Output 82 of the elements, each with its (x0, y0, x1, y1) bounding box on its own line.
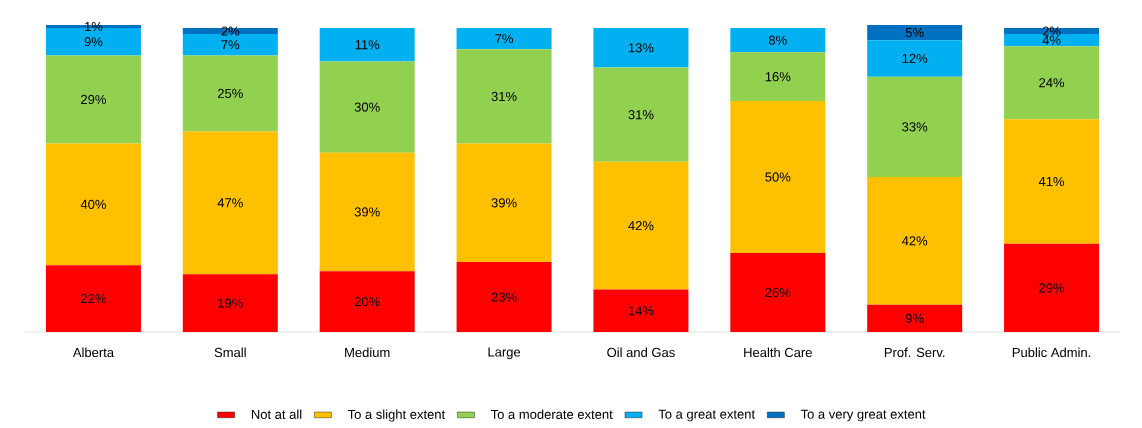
data-label: 47% (217, 198, 243, 208)
data-label: 39% (491, 198, 517, 208)
data-label: 9% (905, 313, 924, 323)
bar (730, 100, 826, 253)
legend-label: To a great extent (658, 409, 755, 422)
data-label: 16% (765, 72, 791, 82)
bar (45, 55, 141, 144)
data-label: 25% (217, 88, 243, 98)
data-label: 8% (768, 35, 787, 45)
bar (730, 52, 826, 101)
data-label: 29% (1039, 283, 1065, 293)
data-label: 7% (221, 40, 240, 50)
legend-label: Not at all (251, 409, 302, 419)
bar (867, 40, 963, 77)
bar (456, 28, 552, 50)
bar (182, 34, 278, 56)
bar (867, 25, 963, 41)
bar (182, 55, 278, 132)
data-label: 4% (1042, 35, 1061, 45)
data-label: 5% (905, 28, 924, 38)
bar (593, 28, 689, 68)
bar (182, 274, 278, 332)
data-label: 2% (1042, 26, 1061, 36)
data-label: 20% (354, 297, 380, 307)
bar (1004, 34, 1100, 47)
bar (182, 28, 278, 35)
bar (593, 161, 689, 290)
bar (1004, 28, 1100, 35)
data-label: 33% (902, 122, 928, 132)
x-tick-label: Oil and Gas (607, 347, 675, 358)
bar (1004, 46, 1100, 120)
x-tick-label: Public Admin. (1012, 347, 1091, 358)
bar (730, 252, 826, 332)
bar (1004, 119, 1100, 244)
bar (45, 265, 141, 332)
bar (319, 152, 415, 272)
bar (1004, 243, 1100, 332)
bar (182, 131, 278, 275)
data-label: 2% (221, 26, 240, 36)
data-label: 29% (81, 94, 106, 105)
bar (867, 304, 963, 332)
x-tick-label: Health Care (744, 347, 812, 358)
data-label: 30% (354, 102, 380, 112)
data-label: 42% (901, 236, 928, 246)
bar (456, 143, 552, 263)
bar (319, 271, 415, 332)
data-label: 7% (495, 34, 513, 44)
data-label: 26% (765, 287, 791, 298)
data-label: 31% (628, 110, 654, 120)
x-tick-label: Medium (345, 347, 390, 358)
data-label: 22% (81, 293, 106, 304)
bar (456, 262, 552, 332)
bar (456, 49, 552, 144)
x-tick-label: Small (214, 347, 246, 358)
data-label: 12% (902, 53, 928, 64)
bar (867, 176, 963, 305)
legend-label: To a slight extent (347, 409, 446, 422)
data-label: 23% (491, 292, 517, 302)
bar (593, 289, 689, 332)
legend-label: To a moderate extent (490, 409, 613, 419)
data-label: 13% (628, 43, 654, 53)
data-label: 40% (80, 199, 106, 209)
bar (593, 67, 689, 162)
data-label: 50% (765, 172, 791, 182)
data-label: 19% (218, 298, 243, 308)
legend-label: To a very great extent (800, 409, 926, 422)
x-tick-label: Large (488, 347, 521, 360)
data-label: 9% (84, 37, 103, 47)
bar (319, 61, 415, 153)
data-label: 24% (1039, 78, 1065, 88)
x-tick-label: Alberta (72, 347, 115, 358)
data-label: 42% (628, 221, 654, 231)
bar (45, 143, 141, 266)
x-tick-label: Prof. Serv. (884, 347, 945, 358)
data-label: 14% (628, 306, 654, 316)
data-label: 11% (355, 40, 380, 50)
data-label: 39% (354, 207, 380, 217)
bar (730, 28, 826, 53)
data-label: 41% (1038, 176, 1065, 187)
bar (867, 76, 963, 177)
data-label: 31% (491, 91, 517, 102)
bar (319, 28, 415, 62)
